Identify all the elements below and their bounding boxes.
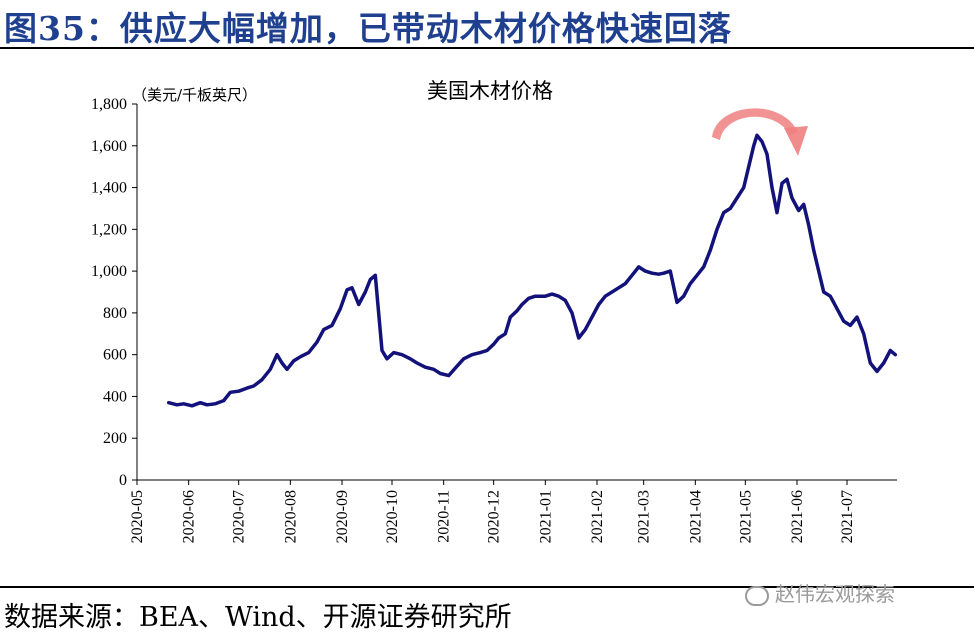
price-series-line	[166, 133, 898, 408]
y-tick-label: 1,600	[91, 138, 127, 155]
y-tick-label: 0	[119, 472, 127, 489]
x-tick-label: 2020-07	[231, 490, 248, 543]
x-tick-label: 2020-10	[384, 490, 401, 543]
y-tick-label: 1,200	[91, 221, 127, 238]
x-tick-label: 2021-06	[789, 490, 806, 543]
peak-trend-arrow	[712, 108, 808, 156]
x-tick-label: 2020-06	[181, 490, 198, 543]
chart-plot-area	[166, 108, 898, 408]
y-tick-label: 1,000	[91, 263, 127, 280]
x-tick-label: 2021-05	[737, 490, 754, 543]
x-tick-label: 2020-12	[486, 490, 503, 543]
y-tick-label: 1,800	[91, 96, 127, 113]
x-tick-label: 2020-08	[282, 490, 299, 543]
x-tick-label: 2021-07	[839, 490, 856, 543]
y-axis-unit-label: （美元/千板英尺）	[132, 86, 257, 104]
x-tick-label: 2021-01	[537, 490, 554, 543]
top-rule	[0, 47, 974, 49]
y-tick-label: 1,400	[91, 180, 127, 197]
arrow-arc	[712, 108, 798, 140]
y-tick-label: 800	[103, 305, 127, 322]
y-tick-label: 600	[103, 347, 127, 364]
x-tick-label: 2021-02	[589, 490, 606, 543]
y-tick-label: 400	[103, 388, 127, 405]
bottom-rule	[0, 586, 974, 588]
figure-title: 图35：供应大幅增加，已带动木材价格快速回落	[4, 9, 732, 48]
chart-title: 美国木材价格	[427, 79, 553, 103]
x-tick-label: 2021-03	[636, 490, 653, 543]
wechat-icon	[745, 585, 769, 606]
lumber-price-chart: 0 200 400 600 800 1,000 1,200 1,400 1,600 1,800 20…	[91, 79, 898, 543]
y-tick-label: 200	[103, 430, 127, 447]
x-tick-label: 2020-11	[436, 490, 453, 543]
watermark: 赵伟宏观探索	[745, 578, 895, 607]
x-tick-label: 2021-04	[687, 490, 704, 543]
watermark-text: 赵伟宏观探索	[775, 582, 895, 606]
arrow-head	[784, 126, 808, 156]
chart-axes: 0 200 400 600 800 1,000 1,200 1,400 1,600 1,800 20…	[91, 96, 897, 543]
x-tick-label: 2020-05	[129, 490, 146, 543]
x-tick-label: 2020-09	[334, 490, 351, 543]
data-source: 数据来源：BEA、Wind、开源证券研究所	[4, 602, 512, 633]
